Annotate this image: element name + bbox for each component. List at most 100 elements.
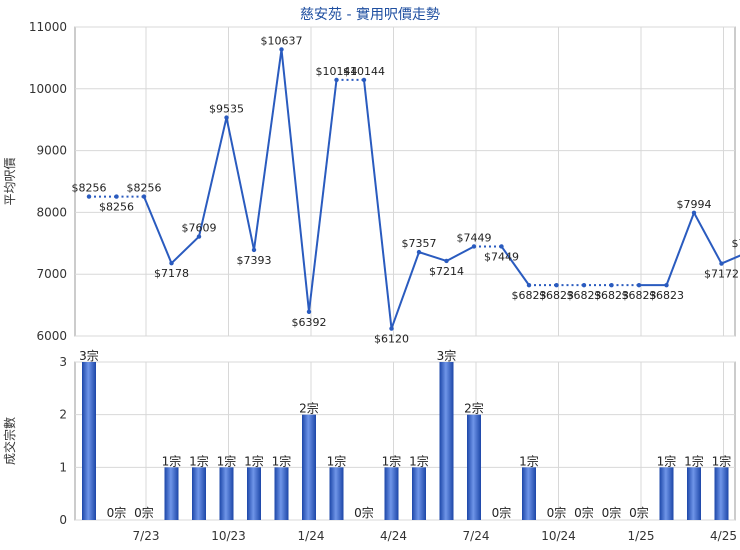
line-segment-21 [665,212,695,286]
bar-label-14: 2宗 [464,401,484,416]
bar-13 [439,362,454,520]
line-point-23 [719,261,724,266]
line-point-label-0: $8256 [72,182,107,195]
bar-y-axis-label: 成交宗數 [2,417,17,465]
line-point-21 [664,282,669,288]
bar-plot-area [74,361,736,521]
bar-label-12: 1宗 [409,453,429,468]
line-point-label-20: $6823 [622,289,657,302]
x-tick-label: 1/25 [628,529,655,543]
line-segment-12 [418,251,447,262]
line-segment-13 [446,245,475,262]
bar-label-4: 1宗 [189,453,209,468]
line-point-label-7: $10637 [261,34,303,47]
bar-label-10: 0宗 [354,505,374,520]
bar-9 [329,467,344,520]
line-y-tick-label: 11000 [29,20,67,34]
line-point-16 [526,282,532,288]
bar-y-tick-label: 0 [59,513,67,527]
line-point-label-6: $7393 [237,254,272,267]
line-point-label-3: $7178 [154,267,189,280]
x-tick-label: 10/23 [211,529,246,543]
line-point-label-16: $6823 [512,289,547,302]
bar-16 [522,467,536,520]
bar-6 [247,467,261,520]
line-segment-8 [308,79,338,312]
bar-label-1: 0宗 [107,505,127,520]
line-segment-10 [363,79,393,329]
bar-label-15: 0宗 [492,505,512,520]
line-segment-2 [143,196,173,264]
bar-y-tick-label: 3 [59,355,67,369]
x-tick-label: 1/24 [298,529,325,543]
line-segment-23 [721,254,740,265]
line-point-10 [361,77,367,83]
bar-label-2: 0宗 [134,505,154,520]
bar-y-tick-label: 1 [59,460,67,474]
line-segment-22 [693,212,723,265]
line-point-label-5: $9535 [209,103,244,116]
line-point-label-2: $8256 [127,182,162,195]
line-point-label-22: $7994 [677,198,712,211]
line-segment-11 [390,251,420,329]
line-point-label-21: $6823 [649,289,684,302]
line-plot-area [74,26,736,337]
line-point-2 [141,194,147,199]
bar-label-13: 3宗 [437,348,457,363]
line-point-5 [224,115,229,120]
line-point-label-11: $6120 [374,333,409,346]
line-point-11 [389,326,394,331]
x-tick-label: 4/25 [710,529,737,543]
line-point-3 [169,260,174,266]
line-segment-7 [280,49,310,312]
line-segment-5 [225,117,255,251]
line-point-label-18: $6823 [567,289,602,302]
x-tick-label: 4/24 [380,529,407,543]
bar-14 [467,414,481,520]
line-point-1 [114,194,119,199]
line-point-label-1: $8256 [99,201,134,214]
line-point-20 [636,282,642,288]
bar-3 [164,467,179,520]
bar-21 [659,467,674,520]
bar-23 [714,467,729,520]
bar-label-17: 0宗 [547,505,567,520]
line-point-4 [196,234,202,239]
line-point-label-12: $7357 [402,237,437,250]
bar-label-8: 2宗 [299,401,319,416]
bar-y-tick-label: 2 [59,408,67,422]
bar-11 [384,467,399,520]
bar-label-0: 3宗 [79,348,99,363]
line-point-label-13: $7214 [429,265,464,278]
line-y-tick-label: 8000 [36,205,67,219]
line-point-label-24: $7363 [732,237,740,250]
line-point-label-15: $7449 [484,250,519,263]
bar-22 [687,467,701,520]
line-y-tick-label: 9000 [36,144,67,158]
line-point-9 [334,77,339,83]
bar-5 [219,467,234,520]
bar-label-22: 1宗 [684,453,704,468]
bar-label-6: 1宗 [244,453,264,468]
line-point-7 [279,47,284,52]
line-point-12 [416,249,422,255]
line-point-label-23: $7172 [704,268,739,281]
bar-label-19: 0宗 [602,505,622,520]
bar-4 [192,467,206,520]
line-point-14 [471,244,477,249]
line-y-tick-label: 7000 [36,267,67,281]
bar-label-9: 1宗 [327,453,347,468]
line-point-label-17: $6823 [539,289,574,302]
line-point-15 [499,244,504,249]
line-point-22 [691,210,697,215]
line-segment-3 [170,235,200,264]
bar-label-16: 1宗 [519,453,539,468]
bar-label-7: 1宗 [272,453,292,468]
line-point-label-9: $10144 [316,65,358,78]
bar-label-23: 1宗 [712,453,732,468]
line-segment-4 [198,117,228,237]
bar-label-3: 1宗 [162,453,182,468]
x-tick-label: 7/23 [133,529,160,543]
